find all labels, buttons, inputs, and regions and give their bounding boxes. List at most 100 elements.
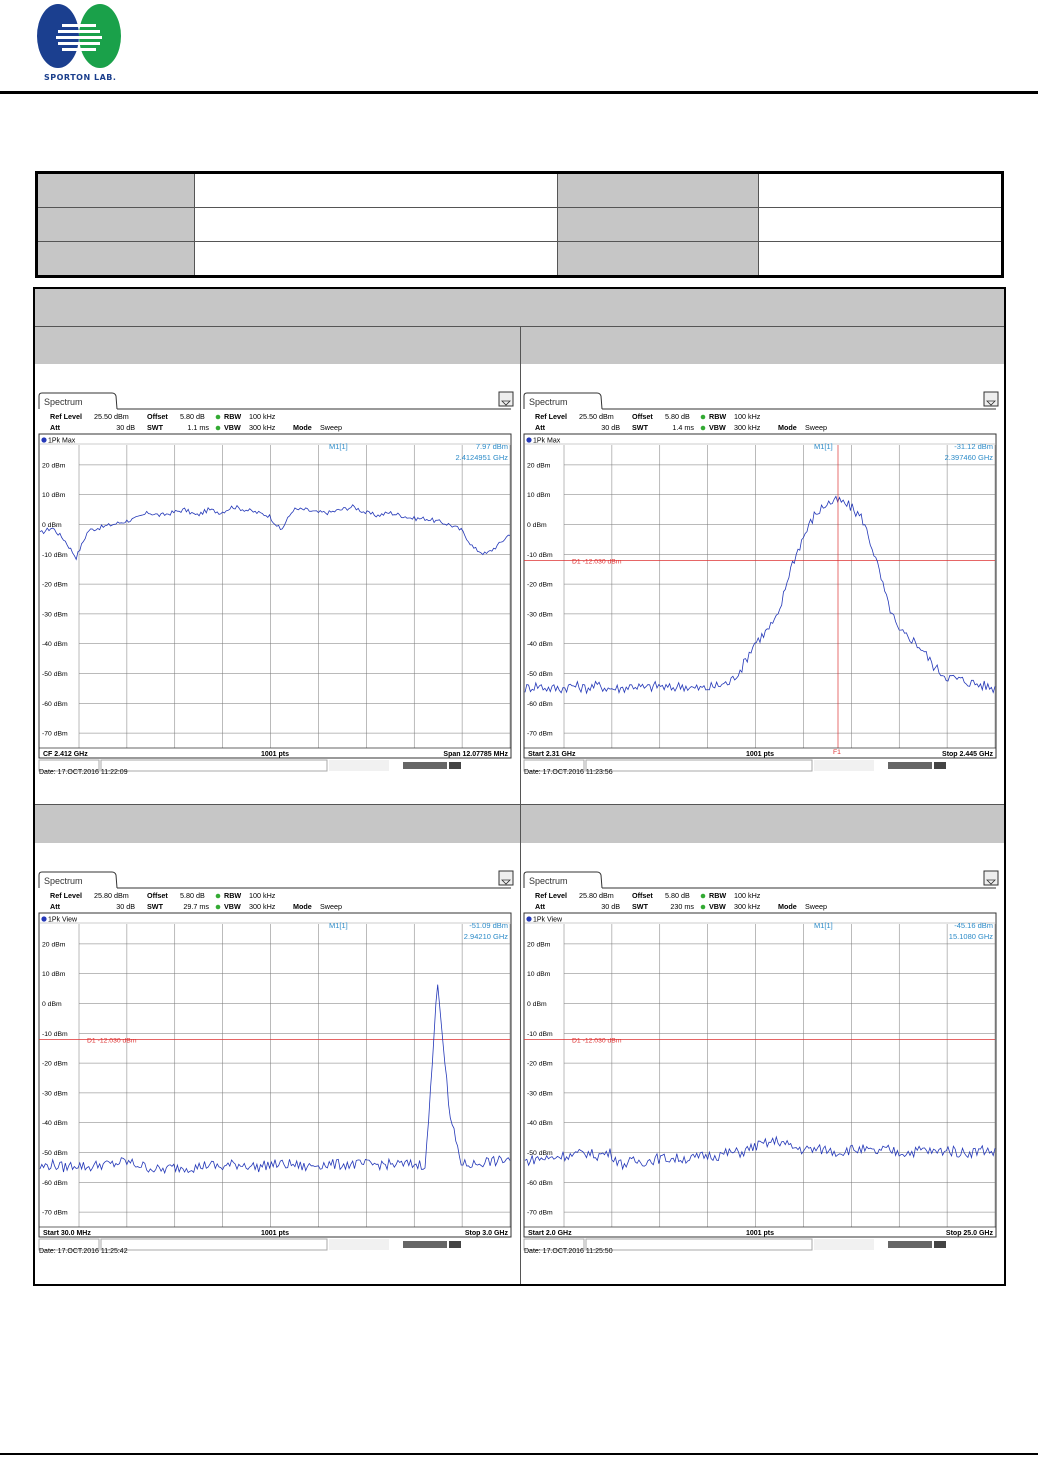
footer-rule	[0, 1453, 1038, 1455]
spectrum-trace	[39, 984, 511, 1175]
menu-icon	[498, 391, 514, 407]
offset-value: 5.80 dB	[665, 891, 690, 900]
plots-frame: Spectrum Ref Level 25.50 dBm Offset 5.80 dB R…	[33, 287, 1006, 1286]
logo-text: SPORTON LAB.	[44, 73, 117, 82]
y-tick-label: 20 dBm	[42, 941, 66, 948]
spectrum-svg: Spectrum Ref Level 25.50 dBm Offset 5.80 dB R…	[523, 391, 999, 775]
table-cell	[194, 207, 558, 242]
progress-icon	[888, 1241, 932, 1248]
f1-label: F1	[833, 749, 841, 756]
table-cell	[194, 241, 558, 277]
progress-icon	[403, 762, 447, 769]
mode-value: Sweep	[320, 423, 342, 432]
spectrum-trace	[39, 504, 511, 561]
ref-level-label: Ref Level	[535, 891, 567, 900]
y-tick-label: -40 dBm	[42, 1120, 68, 1127]
ref-level-value: 25.50 dBm	[94, 412, 129, 421]
trace-icon	[41, 916, 47, 922]
y-tick-label: -30 dBm	[42, 611, 68, 618]
y-tick-label: -70 dBm	[527, 1210, 553, 1217]
panel-header-band	[35, 327, 520, 364]
y-tick-label: -30 dBm	[42, 1090, 68, 1097]
marker-level: -51.09 dBm	[469, 921, 508, 930]
trace-label: 1Pk View	[48, 917, 78, 924]
status-box	[100, 759, 328, 772]
y-tick-label: 0 dBm	[527, 1001, 547, 1008]
bottom-right-label: Span 12.07785 MHz	[443, 751, 508, 758]
table-row	[36, 241, 1003, 277]
status-dot	[215, 425, 221, 431]
offset-label: Offset	[147, 891, 168, 900]
status-dot	[215, 893, 221, 899]
spectrum-svg: Spectrum Ref Level 25.50 dBm Offset 5.80 dB R…	[38, 391, 514, 775]
swt-value: 1.1 ms	[187, 423, 209, 432]
menu-icon	[983, 870, 999, 886]
att-value: 30 dB	[601, 423, 620, 432]
bottom-left-label: Start 2.0 GHz	[528, 1230, 572, 1237]
divider	[520, 326, 521, 1284]
y-tick-label: -10 dBm	[42, 1031, 68, 1038]
rbw-label: RBW	[224, 412, 241, 421]
y-tick-label: -70 dBm	[42, 1210, 68, 1217]
y-tick-label: 10 dBm	[527, 971, 551, 978]
status-box	[814, 760, 874, 771]
offset-label: Offset	[632, 891, 653, 900]
panel-header-band	[35, 805, 520, 843]
trace-icon	[41, 437, 47, 443]
status-icon	[934, 1241, 946, 1248]
rbw-value: 100 kHz	[249, 891, 276, 900]
rbw-label: RBW	[224, 891, 241, 900]
y-tick-label: -40 dBm	[42, 641, 68, 648]
spectrum-panel: Spectrum Ref Level 25.50 dBm Offset 5.80 dB R…	[522, 390, 999, 775]
capture-date: Date: 17.OCT.2016 11:23:56	[524, 769, 613, 775]
marker-freq: 2.4124951 GHz	[455, 453, 508, 462]
ref-level-label: Ref Level	[535, 412, 567, 421]
trace-icon	[526, 437, 532, 443]
att-label: Att	[50, 902, 61, 911]
mode-label: Mode	[293, 423, 312, 432]
swt-label: SWT	[147, 902, 164, 911]
vbw-label: VBW	[224, 902, 241, 911]
y-tick-label: -10 dBm	[527, 552, 553, 559]
table-cell	[557, 241, 759, 277]
y-tick-label: 0 dBm	[42, 522, 62, 529]
status-box	[523, 1238, 585, 1251]
status-box	[38, 1238, 100, 1251]
mode-label: Mode	[778, 902, 797, 911]
divider	[35, 326, 1004, 327]
vbw-value: 300 kHz	[249, 423, 276, 432]
table-cell	[758, 241, 1003, 277]
swt-label: SWT	[632, 902, 649, 911]
trace-icon	[526, 916, 532, 922]
status-dot	[700, 904, 706, 910]
status-dot	[215, 904, 221, 910]
plot-border	[523, 912, 997, 1238]
swt-value: 29.7 ms	[183, 902, 209, 911]
y-tick-label: -60 dBm	[42, 1180, 68, 1187]
bottom-mid-label: 1001 pts	[261, 1230, 289, 1237]
status-icon	[934, 762, 946, 769]
tab-label: Spectrum	[529, 876, 568, 886]
marker-freq: 2.397460 GHz	[945, 453, 994, 462]
rbw-label: RBW	[709, 412, 726, 421]
mode-label: Mode	[293, 902, 312, 911]
y-tick-label: -70 dBm	[42, 731, 68, 738]
d1-label: D1 -12.030 dBm	[87, 1037, 137, 1044]
bottom-mid-label: 1001 pts	[746, 1230, 774, 1237]
bottom-mid-label: 1001 pts	[261, 751, 289, 758]
tab-label: Spectrum	[44, 876, 83, 886]
mode-value: Sweep	[320, 902, 342, 911]
y-tick-label: -10 dBm	[527, 1031, 553, 1038]
plot-border	[38, 912, 512, 1238]
offset-value: 5.80 dB	[180, 891, 205, 900]
bottom-mid-label: 1001 pts	[746, 751, 774, 758]
d1-label: D1 -12.030 dBm	[572, 558, 622, 565]
chevron-down-icon	[501, 400, 511, 406]
bottom-right-label: Stop 25.0 GHz	[946, 1230, 994, 1237]
y-tick-label: 20 dBm	[527, 462, 551, 469]
y-tick-label: 20 dBm	[42, 462, 66, 469]
offset-value: 5.80 dB	[665, 412, 690, 421]
marker-name: M1[1]	[814, 921, 833, 930]
offset-label: Offset	[632, 412, 653, 421]
panel-header-band	[521, 805, 1004, 843]
